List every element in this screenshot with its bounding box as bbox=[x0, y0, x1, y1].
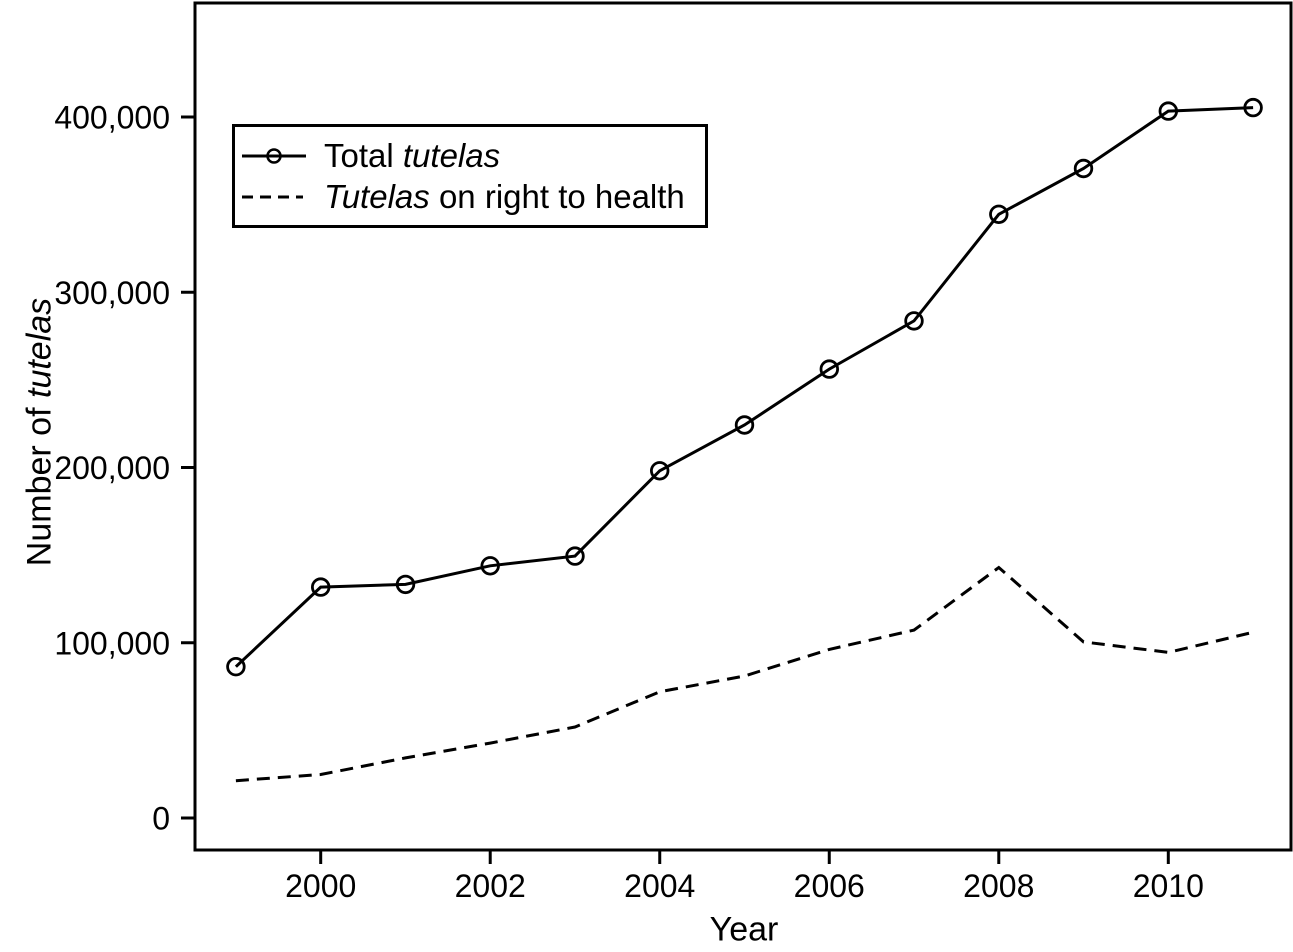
y-tick-label: 300,000 bbox=[54, 275, 170, 311]
dashed-line-icon bbox=[242, 195, 303, 198]
x-tick-label: 2004 bbox=[624, 868, 695, 904]
x-axis-label: Year bbox=[709, 910, 779, 949]
x-tick-label: 2002 bbox=[455, 868, 526, 904]
data-point-marker bbox=[1073, 158, 1094, 179]
series-total-tutelas-line bbox=[234, 106, 1254, 668]
data-point-marker bbox=[989, 204, 1009, 225]
legend-item-tutelas-right-to-health: Tutelas on right to health bbox=[241, 176, 705, 217]
legend-label-total-tutelas: Total tutelas bbox=[324, 137, 501, 174]
plot-frame bbox=[193, 1, 1293, 852]
y-tick-label: 200,000 bbox=[54, 450, 170, 486]
data-point-marker bbox=[650, 461, 670, 481]
y-tick-label: 400,000 bbox=[54, 100, 170, 136]
y-axis-label: Number of tutelas bbox=[20, 297, 59, 567]
data-point-marker bbox=[311, 577, 331, 597]
data-point-marker bbox=[904, 311, 924, 331]
legend: Total tutelas Tutelas on right to health bbox=[232, 124, 708, 228]
data-point-marker bbox=[734, 415, 755, 435]
legend-item-total-tutelas: Total tutelas bbox=[241, 135, 705, 176]
data-point-marker bbox=[1243, 97, 1263, 118]
series-tutelas-on-right-to-health-line bbox=[235, 565, 1254, 783]
legend-label-tutelas-right-to-health: Tutelas on right to health bbox=[324, 178, 685, 215]
x-tick-label: 2006 bbox=[794, 868, 865, 904]
data-point-marker bbox=[819, 359, 840, 379]
data-point-marker bbox=[565, 546, 585, 566]
solid-line-circle-marker-icon bbox=[242, 147, 306, 164]
data-point-marker bbox=[480, 556, 500, 576]
y-tick-label: 100,000 bbox=[54, 625, 170, 661]
data-point-marker bbox=[226, 657, 246, 677]
x-tick-label: 2010 bbox=[1133, 868, 1204, 904]
data-point-marker bbox=[395, 574, 416, 595]
data-point-marker bbox=[1158, 101, 1179, 121]
y-tick-label: 0 bbox=[152, 801, 170, 837]
x-tick-label: 2000 bbox=[285, 868, 356, 904]
x-tick-label: 2008 bbox=[963, 868, 1034, 904]
